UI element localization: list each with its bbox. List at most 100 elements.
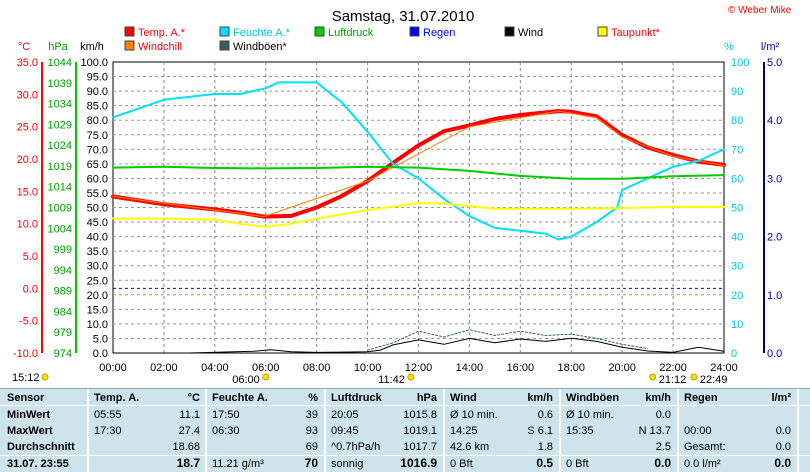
x-tick-label: 22:00	[659, 362, 687, 374]
stats-cell-press-label: sonnig	[331, 458, 364, 470]
axis-tick-wind: 80.0	[87, 115, 108, 127]
axis-tick-humidity: 90	[731, 86, 743, 98]
series-line-1	[112, 110, 725, 218]
time-marker-dot	[262, 373, 270, 381]
axis-tick-pressure: 1039	[48, 78, 72, 90]
axis-tick-humidity: 30	[731, 261, 743, 273]
stats-cell-press-value: 1015.8	[403, 409, 437, 421]
stats-header-hum: Feuchte A.	[212, 392, 268, 404]
legend-swatch	[314, 26, 325, 37]
axis-tick-temp: -10.0	[13, 348, 38, 360]
stats-cell-hum-value: 69	[305, 441, 318, 453]
time-marker-label: 06:00	[232, 374, 260, 386]
legend-swatch	[124, 40, 135, 51]
stats-cell-wind-label: 14:25	[450, 425, 478, 437]
stats-cell-wind-value: 0.5	[536, 456, 553, 470]
series-line-3	[112, 202, 725, 228]
axis-tick-pressure: 1034	[48, 99, 72, 111]
legend-swatch	[219, 26, 230, 37]
axis-tick-temp: 10.0	[17, 219, 38, 231]
stats-cell-rain-value: 0.0	[775, 425, 791, 437]
axis-unit-pressure: hPa	[48, 41, 68, 53]
x-tick-label: 08:00	[303, 362, 331, 374]
axis-tick-humidity: 10	[731, 319, 743, 331]
axes-group: 35.0 30.0 25.0 20.0 15.0 10.0 5.0 0.0 -5.0 -10.0 °…	[13, 41, 782, 374]
stats-cell-gust-value: 0.0	[654, 456, 671, 470]
axis-tick-wind: 30.0	[87, 261, 108, 273]
stats-cell-hum-label: 11.21 g/m³	[212, 458, 264, 470]
axis-tick-wind: 50.0	[87, 203, 108, 215]
time-marker-dot	[649, 373, 657, 381]
axis-unit-temp: °C	[18, 41, 30, 53]
axis-tick-pressure: 989	[54, 286, 72, 298]
axis-tick-humidity: 70	[731, 144, 743, 156]
series-line-0	[111, 109, 726, 219]
time-marker-label: 21:12	[659, 374, 687, 386]
legend-label: Regen	[423, 27, 455, 39]
axis-tick-temp: -5.0	[19, 316, 38, 328]
axis-tick-temp: 0.0	[23, 283, 38, 295]
legend-label: Windböen*	[233, 41, 288, 53]
x-tick-label: 16:00	[507, 362, 535, 374]
legend-label: Taupunkt*	[611, 27, 661, 39]
axis-tick-humidity: 40	[731, 232, 743, 244]
x-tick-label: 02:00	[150, 362, 178, 374]
series-line-6	[367, 329, 649, 351]
axis-tick-pressure: 1029	[48, 119, 72, 131]
time-marker-label: 15:12	[12, 372, 40, 384]
axis-unit-humidity: %	[724, 41, 734, 53]
stats-header-unit-gust: km/h	[645, 392, 671, 404]
stats-cell-wind-label: Ø 10 min.	[450, 409, 498, 421]
stats-cell-hum-value: 39	[305, 409, 318, 421]
series-group	[111, 81, 726, 354]
stats-row-label: 31.07. 23:55	[7, 458, 69, 470]
x-tick-label: 04:00	[201, 362, 229, 374]
x-tick-label: 14:00	[456, 362, 484, 374]
axis-tick-temp: 35.0	[17, 57, 38, 69]
stats-cell-wind-value: 0.6	[537, 409, 553, 421]
legend-label: Wind	[518, 27, 543, 39]
legend-label: Temp. A.*	[138, 27, 186, 39]
axis-tick-wind: 40.0	[87, 232, 108, 244]
stats-cell-gust-label: 15:35	[566, 425, 594, 437]
axis-tick-wind: 100.0	[80, 57, 108, 69]
axis-tick-temp: 20.0	[17, 154, 38, 166]
time-marker-label: 22:49	[700, 374, 728, 386]
stats-header-temp: Temp. A.	[94, 392, 140, 404]
axis-tick-pressure: 1044	[48, 57, 72, 69]
axis-tick-humidity: 50	[731, 203, 743, 215]
stats-header-press: Luftdruck	[331, 392, 382, 404]
axis-tick-rain: 1.0	[767, 290, 782, 302]
stats-cell-temp-value: 18.68	[172, 441, 200, 453]
legend-swatch	[597, 26, 608, 37]
stats-header-wind: Wind	[450, 392, 477, 404]
axis-tick-wind: 10.0	[87, 319, 108, 331]
axis-tick-wind: 35.0	[87, 246, 108, 258]
axis-tick-wind: 0.0	[93, 348, 108, 360]
stats-row-label: Durchschnitt	[7, 441, 75, 453]
x-tick-label: 18:00	[557, 362, 585, 374]
axis-tick-wind: 20.0	[87, 290, 108, 302]
stats-cell-press-value: 1019.1	[403, 425, 437, 437]
x-tick-label: 12:00	[405, 362, 433, 374]
axis-tick-humidity: 80	[731, 115, 743, 127]
chart-title: Samstag, 31.07.2010	[332, 8, 475, 25]
stats-cell-hum-label: 06:30	[212, 425, 240, 437]
stats-cell-press-value: 1017.7	[403, 441, 437, 453]
stats-header-sensor: Sensor	[7, 392, 45, 404]
axis-tick-pressure: 999	[54, 244, 72, 256]
axis-tick-temp: 25.0	[17, 122, 38, 134]
stats-cell-press-value: 1016.9	[400, 456, 437, 470]
axis-tick-temp: 5.0	[23, 251, 38, 263]
stats-cell-hum-label: 17:50	[212, 409, 240, 421]
axis-tick-rain: 5.0	[767, 57, 782, 69]
axis-tick-temp: 30.0	[17, 89, 38, 101]
legend-swatch	[504, 26, 515, 37]
stats-cell-rain-value: 0.0	[774, 456, 791, 470]
stats-header-unit-wind: km/h	[527, 392, 553, 404]
axis-tick-pressure: 1019	[48, 161, 72, 173]
stats-header-rain: Regen	[684, 392, 718, 404]
axis-tick-temp: 15.0	[17, 186, 38, 198]
stats-cell-rain-value: 0.0	[775, 441, 791, 453]
axis-tick-pressure: 1014	[48, 182, 72, 194]
